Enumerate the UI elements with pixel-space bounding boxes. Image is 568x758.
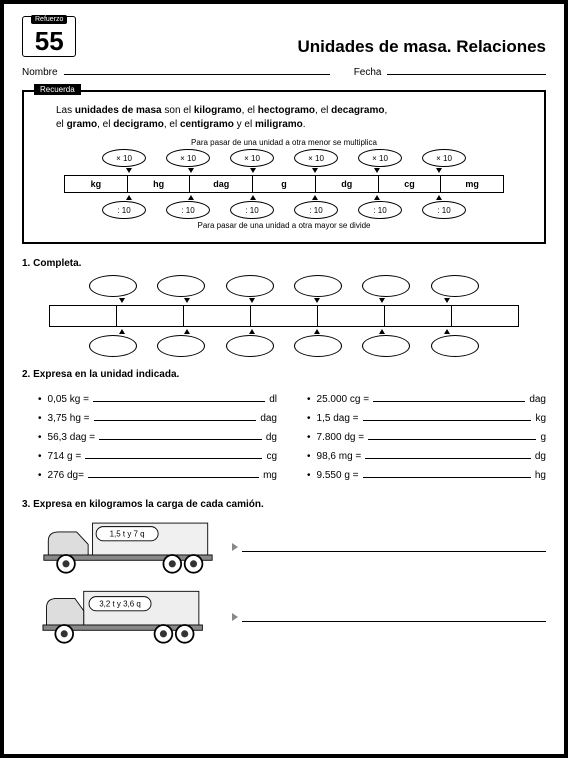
blank-oval[interactable] <box>294 275 342 297</box>
blank-unit-cell[interactable] <box>50 306 117 326</box>
triangle-icon <box>232 613 238 621</box>
answer-line-2[interactable] <box>242 612 546 622</box>
caption-divide: Para pasar de una unidad a otra mayor se… <box>64 221 504 230</box>
blank-unit-cell[interactable] <box>251 306 318 326</box>
blank-unit-cell[interactable] <box>318 306 385 326</box>
unit-cell: g <box>253 176 316 192</box>
conversion-item: •56,3 dag =dg <box>38 430 277 443</box>
mult-oval: × 10 <box>422 149 466 167</box>
page-title: Unidades de masa. Relaciones <box>298 37 547 57</box>
div-oval: : 10 <box>102 201 146 219</box>
name-date-row: Nombre Fecha <box>22 63 546 78</box>
blank-unit-cell[interactable] <box>184 306 251 326</box>
recuerda-text-1: Las unidades de masa son el kilogramo, e… <box>56 104 530 132</box>
answer-blank[interactable] <box>88 468 259 478</box>
div-oval: : 10 <box>230 201 274 219</box>
svg-text:1,5 t y 7 q: 1,5 t y 7 q <box>110 529 145 538</box>
fecha-input-line[interactable] <box>387 63 546 75</box>
answer-blank[interactable] <box>85 449 262 459</box>
truck-icon-2: 3,2 t y 3,6 q <box>38 586 218 648</box>
mult-oval: × 10 <box>294 149 338 167</box>
mult-oval: × 10 <box>358 149 402 167</box>
answer-blank[interactable] <box>363 468 531 478</box>
blank-oval[interactable] <box>226 335 274 357</box>
blank-oval[interactable] <box>226 275 274 297</box>
blank-oval[interactable] <box>362 275 410 297</box>
conversion-item: •7.800 dg =g <box>307 430 546 443</box>
answer-line-1[interactable] <box>242 542 546 552</box>
blank-oval[interactable] <box>89 275 137 297</box>
question-3: 3. Expresa en kilogramos la carga de cad… <box>22 499 546 648</box>
mult-oval: × 10 <box>166 149 210 167</box>
question-2: 2. Expresa en la unidad indicada. •0,05 … <box>22 369 546 487</box>
unit-conversion-diagram: Para pasar de una unidad a otra menor se… <box>64 138 504 230</box>
refuerzo-number: 55 <box>31 28 67 54</box>
refuerzo-box: Refuerzo 55 <box>22 16 76 57</box>
blank-oval[interactable] <box>431 275 479 297</box>
unit-cell: hg <box>128 176 191 192</box>
blank-oval[interactable] <box>89 335 137 357</box>
blank-unit-cell[interactable] <box>117 306 184 326</box>
conversion-item: •276 dg=mg <box>38 468 277 481</box>
recuerda-box: Recuerda Las unidades de masa son el kil… <box>22 90 546 244</box>
conversion-item: •0,05 kg =dl <box>38 392 277 405</box>
mult-oval: × 10 <box>230 149 274 167</box>
nombre-label: Nombre <box>22 67 58 78</box>
conversion-item: •714 g =cg <box>38 449 277 462</box>
triangle-icon <box>232 543 238 551</box>
question-1: 1. Completa. <box>22 258 546 357</box>
blank-oval[interactable] <box>294 335 342 357</box>
unit-cell: kg <box>65 176 128 192</box>
div-oval: : 10 <box>294 201 338 219</box>
recuerda-tag: Recuerda <box>34 84 81 95</box>
blank-oval[interactable] <box>431 335 479 357</box>
svg-text:3,2 t y 3,6 q: 3,2 t y 3,6 q <box>99 599 141 608</box>
refuerzo-label: Refuerzo <box>31 15 67 24</box>
nombre-input-line[interactable] <box>64 63 330 75</box>
conversion-item: •9.550 g =hg <box>307 468 546 481</box>
conversion-item: •1,5 dag =kg <box>307 411 546 424</box>
unit-cell: cg <box>379 176 442 192</box>
div-oval: : 10 <box>166 201 210 219</box>
answer-blank[interactable] <box>363 411 532 421</box>
answer-blank[interactable] <box>99 430 262 440</box>
answer-blank[interactable] <box>94 411 257 421</box>
truck-row-2: 3,2 t y 3,6 q <box>38 586 546 648</box>
unit-cell: mg <box>441 176 503 192</box>
unit-cell: dg <box>316 176 379 192</box>
blank-diagram[interactable] <box>49 275 519 357</box>
worksheet-header: Refuerzo 55 Unidades de masa. Relaciones <box>22 16 546 57</box>
conversion-item: •25.000 cg =dag <box>307 392 546 405</box>
div-oval: : 10 <box>358 201 402 219</box>
truck-row-1: 1,5 t y 7 q <box>38 516 546 578</box>
truck-icon-1: 1,5 t y 7 q <box>38 516 218 578</box>
caption-multiply: Para pasar de una unidad a otra menor se… <box>64 138 504 147</box>
mult-oval: × 10 <box>102 149 146 167</box>
answer-blank[interactable] <box>93 392 265 402</box>
blank-oval[interactable] <box>362 335 410 357</box>
conversion-item: •98,6 mg =dg <box>307 449 546 462</box>
conversion-item: •3,75 hg =dag <box>38 411 277 424</box>
answer-blank[interactable] <box>368 430 536 440</box>
unit-cell: dag <box>190 176 253 192</box>
fecha-label: Fecha <box>354 67 382 78</box>
answer-blank[interactable] <box>365 449 531 459</box>
blank-unit-cell[interactable] <box>452 306 518 326</box>
blank-unit-cell[interactable] <box>385 306 452 326</box>
answer-blank[interactable] <box>373 392 525 402</box>
div-oval: : 10 <box>422 201 466 219</box>
blank-oval[interactable] <box>157 275 205 297</box>
blank-oval[interactable] <box>157 335 205 357</box>
